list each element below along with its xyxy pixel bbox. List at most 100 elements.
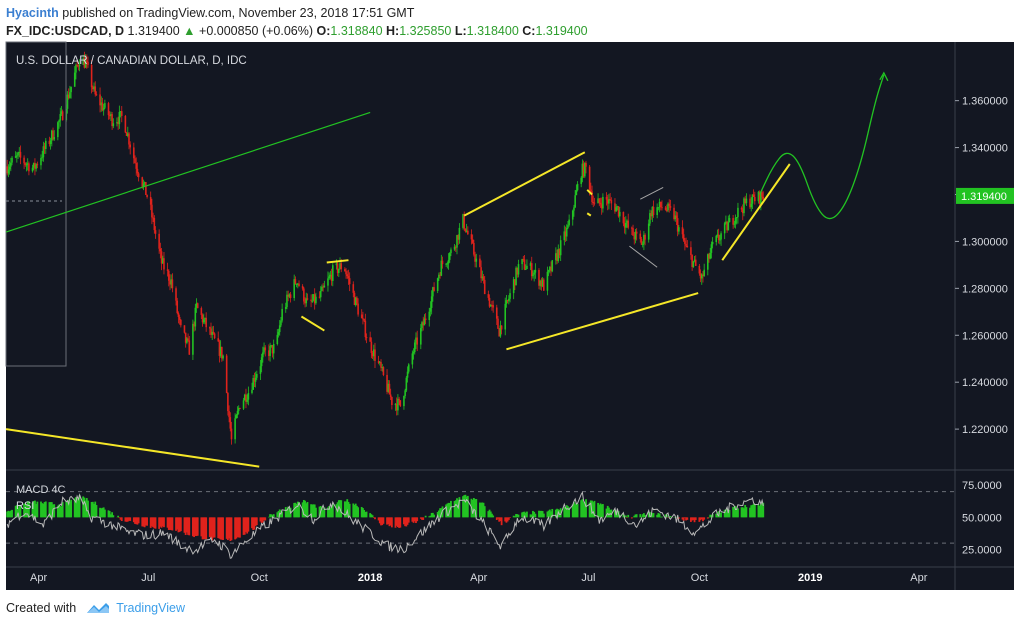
candle-body: [221, 346, 223, 359]
macd-histogram-bar: [234, 517, 237, 540]
macd-histogram-bar: [377, 517, 380, 521]
macd-histogram-bar: [388, 517, 391, 527]
candle-body: [726, 221, 728, 231]
macd-histogram-bar: [563, 507, 566, 518]
trendline: [506, 292, 699, 351]
macd-histogram-bar: [482, 502, 485, 518]
candle-body: [188, 340, 191, 355]
candle-body: [732, 218, 734, 225]
macd-histogram-bar: [103, 509, 106, 518]
macd-histogram-bar: [53, 504, 56, 518]
macd-histogram-bar: [65, 501, 68, 518]
candle-body: [423, 318, 426, 326]
macd-histogram-bar: [550, 511, 552, 518]
macd-histogram-bar: [49, 502, 52, 518]
candle-body: [571, 210, 574, 220]
candle-body: [602, 196, 604, 209]
macd-histogram-bar: [200, 517, 203, 537]
candle-body: [462, 214, 464, 228]
macd-histogram-bar: [641, 514, 644, 518]
macd-histogram-bar: [480, 502, 483, 518]
candle-body: [11, 157, 13, 163]
candle-body: [44, 140, 47, 149]
candle-body: [605, 196, 608, 200]
candle-body: [745, 198, 748, 204]
macd-histogram-bar: [551, 508, 554, 518]
macd-histogram-bar: [117, 515, 120, 518]
macd-histogram-bar: [102, 507, 105, 518]
candle-body: [195, 303, 198, 308]
macd-histogram-bar: [720, 512, 722, 518]
candle-body: [710, 244, 713, 253]
macd-histogram-bar: [296, 501, 299, 518]
macd-histogram-bar: [453, 501, 456, 518]
candle-body: [87, 61, 89, 65]
candle-body: [538, 269, 540, 286]
candle-body: [532, 274, 534, 277]
candle-body: [213, 333, 216, 339]
macd-histogram-bar: [153, 517, 156, 529]
axes-layer: 1.3600001.3400001.3200001.3000001.280000…: [6, 96, 1014, 584]
candle-body: [117, 122, 119, 125]
price-tag-label: 1.319400: [961, 191, 1007, 203]
macd-histogram-bar: [556, 508, 558, 518]
macd-histogram-bar: [277, 510, 280, 518]
candle-body: [365, 337, 368, 339]
macd-histogram-bar: [77, 498, 80, 518]
candle-body: [447, 259, 450, 264]
candle-body: [204, 317, 206, 320]
candle-body: [217, 338, 220, 342]
tradingview-link[interactable]: TradingView: [116, 601, 185, 615]
macd-histogram-bar: [170, 517, 173, 531]
macd-histogram-bar: [761, 503, 763, 518]
macd-histogram-bar: [167, 517, 170, 530]
macd-histogram-bar: [217, 517, 220, 539]
macd-histogram-bar: [600, 504, 603, 518]
time-tick-label: Oct: [251, 572, 268, 584]
candle-body: [482, 276, 485, 280]
macd-histogram-bar: [411, 517, 414, 522]
macd-histogram-bar: [187, 517, 189, 535]
macd-histogram-bar: [507, 517, 510, 520]
candle-body: [136, 168, 139, 174]
candle-body: [458, 227, 461, 240]
macd-histogram-bar: [433, 514, 435, 518]
candle-body: [639, 233, 642, 240]
candle-body: [187, 338, 189, 341]
candle-body: [515, 267, 517, 286]
candle-body: [389, 394, 392, 397]
candle-body: [306, 298, 309, 300]
candle-body: [529, 263, 532, 266]
candle-body: [750, 203, 753, 208]
macd-histogram-bar: [230, 517, 233, 541]
macd-histogram-bar: [61, 502, 64, 518]
macd-histogram-bar: [564, 507, 567, 518]
macd-histogram-bar: [608, 507, 610, 518]
macd-histogram-bar: [69, 501, 71, 518]
macd-histogram-bar: [517, 514, 520, 518]
author-link[interactable]: Hyacinth: [6, 6, 59, 20]
macd-histogram-bar: [310, 504, 312, 518]
macd-histogram-bar: [541, 511, 544, 518]
candle-body: [398, 398, 400, 401]
candle-body: [491, 304, 493, 306]
macd-histogram-bar: [458, 497, 461, 518]
macd-histogram-bar: [554, 509, 557, 518]
candle-body: [622, 211, 625, 224]
candle-body: [170, 279, 173, 285]
macd-histogram-bar: [73, 498, 76, 518]
macd-histogram-bar: [135, 517, 138, 525]
chart-area[interactable]: [6, 42, 1014, 590]
symbol-label[interactable]: FX_IDC:USDCAD, D: [6, 24, 125, 38]
candle-body: [702, 274, 704, 276]
macd-histogram-bar: [509, 517, 511, 518]
macd-histogram-bar: [42, 503, 45, 518]
candle-body: [8, 166, 11, 170]
candle-body: [124, 115, 127, 133]
macd-histogram-bar: [567, 506, 569, 518]
candle-body: [218, 341, 221, 356]
macd-histogram-bar: [681, 517, 684, 520]
candle-body: [186, 338, 188, 343]
candle-body: [128, 133, 130, 145]
